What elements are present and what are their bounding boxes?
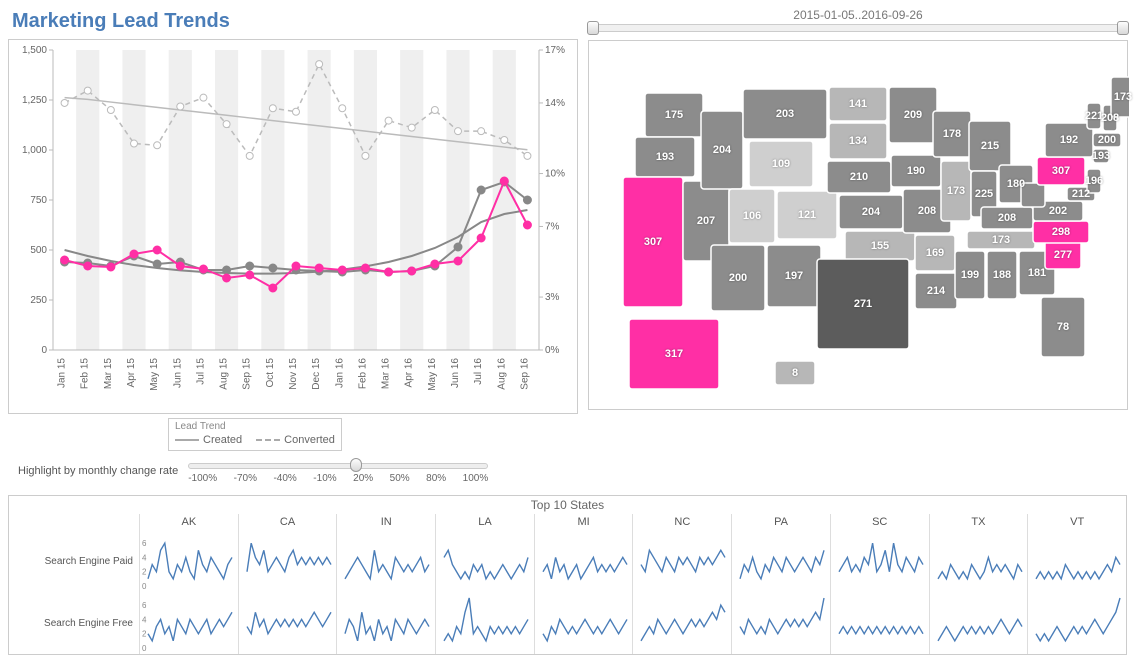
sparkline-column-header: LA xyxy=(435,514,534,530)
sparkline-cell: 0 2 4 6 xyxy=(139,592,238,654)
sparkline-cell xyxy=(929,592,1028,654)
legend-item: Created xyxy=(175,434,242,446)
svg-text:Jul 15: Jul 15 xyxy=(195,358,206,385)
svg-text:Jun 15: Jun 15 xyxy=(172,358,183,388)
svg-text:Mar 15: Mar 15 xyxy=(103,358,114,390)
sparkline-column-header: MI xyxy=(534,514,633,530)
svg-text:Apr 15: Apr 15 xyxy=(126,358,137,388)
sparkline-cell xyxy=(1027,530,1126,592)
svg-text:Dec 15: Dec 15 xyxy=(311,358,322,390)
svg-text:Sep 16: Sep 16 xyxy=(519,358,530,390)
sparkline-row-label: Search Engine Paid xyxy=(9,530,139,592)
svg-text:7%: 7% xyxy=(545,221,560,232)
sparkline-column-header: TX xyxy=(929,514,1028,530)
sparkline-title: Top 10 States xyxy=(9,496,1126,514)
highlight-label: Highlight by monthly change rate xyxy=(18,465,178,477)
sparkline-cell xyxy=(336,530,435,592)
svg-text:Jan 16: Jan 16 xyxy=(334,358,345,388)
sparkline-cell xyxy=(731,530,830,592)
svg-text:Oct 15: Oct 15 xyxy=(265,358,276,388)
sparkline-cell xyxy=(238,530,337,592)
svg-text:May 16: May 16 xyxy=(427,358,438,391)
svg-text:4: 4 xyxy=(142,615,147,624)
svg-text:Nov 15: Nov 15 xyxy=(288,358,299,390)
svg-text:4: 4 xyxy=(142,553,147,562)
svg-text:6: 6 xyxy=(142,601,147,610)
svg-text:Sep 15: Sep 15 xyxy=(242,358,253,390)
sparkline-cell xyxy=(1027,592,1126,654)
us-map[interactable]: 1751933072072042031091061212001971411342… xyxy=(588,40,1128,410)
svg-text:Feb 15: Feb 15 xyxy=(80,358,91,390)
sparkline-cell: 0 2 4 6 xyxy=(139,530,238,592)
sparkline-cell xyxy=(336,592,435,654)
svg-text:May 15: May 15 xyxy=(149,358,160,391)
sparkline-column-header: AK xyxy=(139,514,238,530)
svg-text:6: 6 xyxy=(142,539,147,548)
date-range-label: 2015-01-05..2016-09-26 xyxy=(793,8,922,22)
sparkline-column-header: VT xyxy=(1027,514,1126,530)
sparkline-cell xyxy=(929,530,1028,592)
sparkline-cell xyxy=(435,592,534,654)
sparkline-cell xyxy=(534,592,633,654)
sparkline-cell xyxy=(435,530,534,592)
sparkline-column-header: NC xyxy=(632,514,731,530)
svg-text:Aug 16: Aug 16 xyxy=(496,358,507,390)
svg-text:Apr 16: Apr 16 xyxy=(404,358,415,388)
svg-text:Jul 16: Jul 16 xyxy=(473,358,484,385)
svg-text:10%: 10% xyxy=(545,169,565,180)
svg-text:3%: 3% xyxy=(545,292,560,303)
svg-text:0%: 0% xyxy=(545,345,560,356)
sparkline-column-header: IN xyxy=(336,514,435,530)
svg-text:500: 500 xyxy=(30,245,47,256)
svg-text:1,250: 1,250 xyxy=(22,95,47,106)
svg-text:1,500: 1,500 xyxy=(22,45,47,56)
sparkline-column-header: CA xyxy=(238,514,337,530)
dashboard: Marketing Lead Trends 0 250 500 750 1,000 1,2… xyxy=(8,8,1127,655)
highlight-slider[interactable]: -100%-70%-40%-10%20%50%80%100% xyxy=(188,457,488,485)
svg-text:1,000: 1,000 xyxy=(22,145,47,156)
svg-text:2: 2 xyxy=(142,630,147,639)
sparkline-panel: Top 10 States AKCAINLAMINCPASCTXVT Search… xyxy=(8,495,1127,655)
sparkline-cell xyxy=(632,530,731,592)
page-title: Marketing Lead Trends xyxy=(8,8,578,39)
legend-item: Converted xyxy=(256,434,335,446)
sparkline-cell xyxy=(238,592,337,654)
date-range-slider[interactable] xyxy=(588,24,1128,32)
sparkline-column-header: PA xyxy=(731,514,830,530)
sparkline-cell xyxy=(534,530,633,592)
sparkline-cell xyxy=(731,592,830,654)
sparkline-row-label: Search Engine Free xyxy=(9,592,139,654)
sparkline-grid: AKCAINLAMINCPASCTXVTSearch Engine Paid02… xyxy=(9,514,1126,654)
svg-text:14%: 14% xyxy=(545,98,565,109)
lead-trend-chart: 0 250 500 750 1,000 1,250 1,500 0% 3% 7% 10% 14% 17%… xyxy=(8,39,578,414)
svg-text:Jun 16: Jun 16 xyxy=(450,358,461,388)
svg-text:0: 0 xyxy=(41,345,47,356)
svg-text:Aug 15: Aug 15 xyxy=(219,358,230,390)
svg-text:0: 0 xyxy=(142,644,147,653)
svg-text:2: 2 xyxy=(142,568,147,577)
legend: Lead TrendCreatedConverted xyxy=(8,414,578,451)
svg-text:0: 0 xyxy=(142,582,147,591)
svg-text:250: 250 xyxy=(30,295,47,306)
date-range: 2015-01-05..2016-09-26 xyxy=(588,8,1128,36)
svg-text:Jan 15: Jan 15 xyxy=(57,358,68,388)
svg-text:750: 750 xyxy=(30,195,47,206)
sparkline-cell xyxy=(632,592,731,654)
svg-text:Mar 16: Mar 16 xyxy=(381,358,392,390)
sparkline-column-header: SC xyxy=(830,514,929,530)
sparkline-cell xyxy=(830,530,929,592)
svg-text:17%: 17% xyxy=(545,45,565,56)
sparkline-cell xyxy=(830,592,929,654)
svg-text:Feb 16: Feb 16 xyxy=(357,358,368,390)
